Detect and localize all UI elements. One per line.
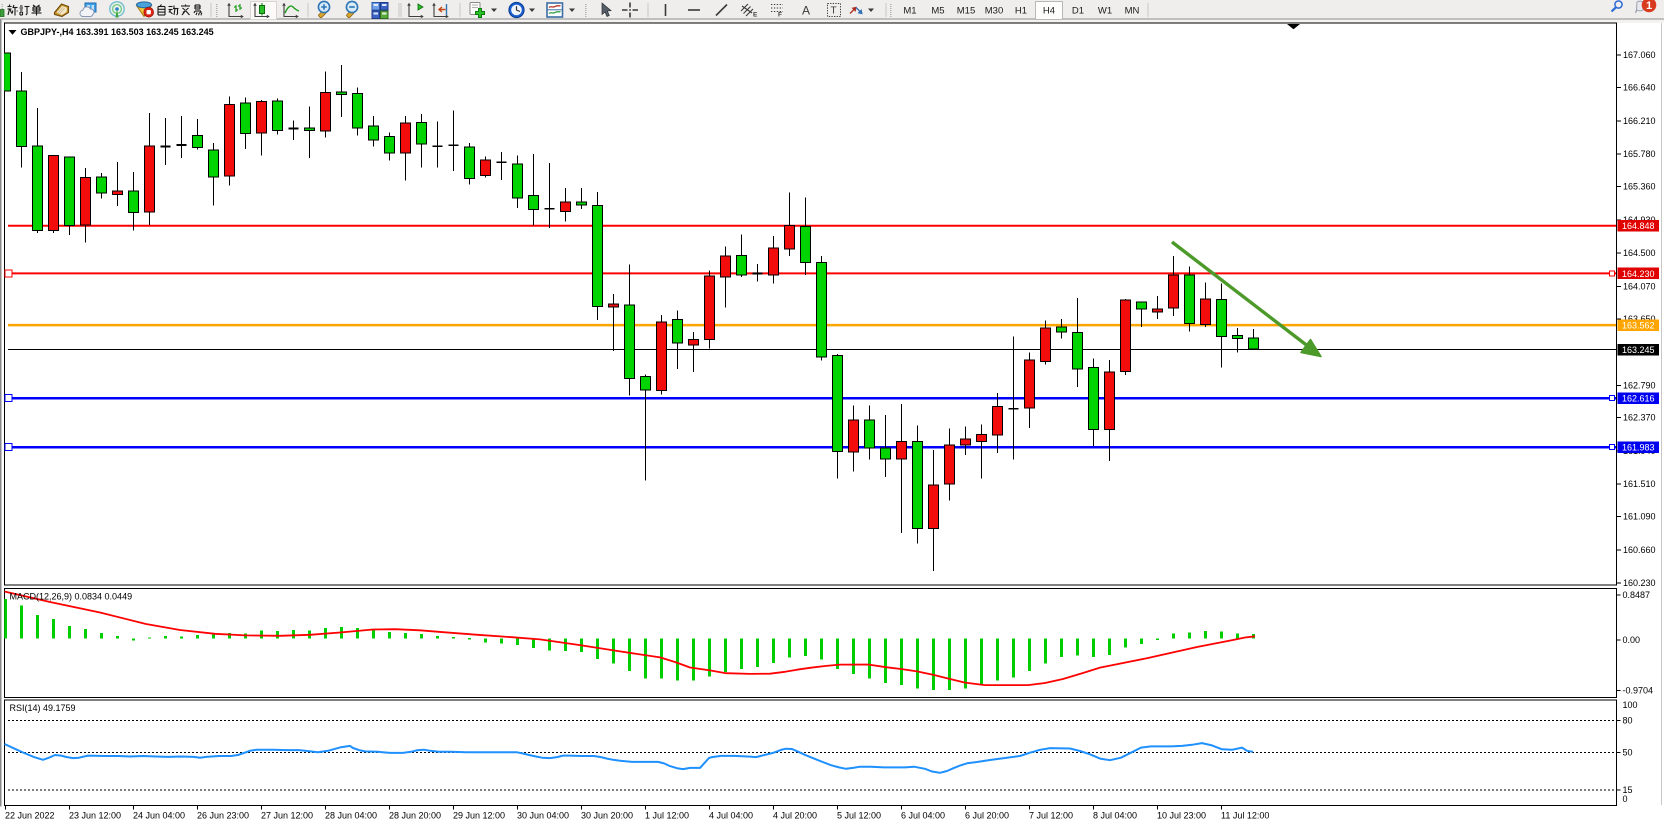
- svg-text:E: E: [753, 12, 758, 19]
- svg-text:6 Jul 04:00: 6 Jul 04:00: [901, 811, 945, 821]
- svg-text:GBPJPY-,H4 163.391 163.503 16: GBPJPY-,H4 163.391 163.503 163.245 163.2…: [21, 27, 214, 37]
- svg-text:163.245: 163.245: [1622, 345, 1655, 355]
- svg-text:11 Jul 12:00: 11 Jul 12:00: [1221, 811, 1269, 821]
- svg-text:1: 1: [1646, 0, 1652, 12]
- svg-text:4 Jul 20:00: 4 Jul 20:00: [773, 811, 817, 821]
- svg-text:30 Jun 20:00: 30 Jun 20:00: [581, 811, 633, 821]
- svg-text:M1: M1: [903, 6, 916, 17]
- svg-text:160.230: 160.230: [1623, 578, 1656, 588]
- svg-text:22 Jun 2022: 22 Jun 2022: [5, 811, 55, 821]
- svg-text:10 Jul 23:00: 10 Jul 23:00: [1157, 811, 1206, 821]
- svg-text:23 Jun 12:00: 23 Jun 12:00: [69, 811, 121, 821]
- svg-text:M30: M30: [985, 6, 1003, 17]
- svg-text:8 Jul 04:00: 8 Jul 04:00: [1093, 811, 1137, 821]
- svg-text:164.070: 164.070: [1623, 281, 1656, 291]
- svg-text:29 Jun 12:00: 29 Jun 12:00: [453, 811, 505, 821]
- svg-text:D1: D1: [1072, 6, 1084, 17]
- svg-text:T: T: [831, 6, 837, 17]
- svg-text:15: 15: [1623, 785, 1633, 795]
- svg-text:28 Jun 04:00: 28 Jun 04:00: [325, 811, 377, 821]
- svg-text:0.00: 0.00: [1623, 635, 1641, 645]
- svg-text:80: 80: [1623, 715, 1633, 725]
- svg-text:100: 100: [1623, 700, 1638, 710]
- svg-text:162.790: 162.790: [1623, 380, 1656, 390]
- svg-text:162.370: 162.370: [1623, 413, 1656, 423]
- svg-text:RSI(14) 49.1759: RSI(14) 49.1759: [10, 703, 76, 713]
- svg-text:166.210: 166.210: [1623, 116, 1656, 126]
- svg-text:F: F: [778, 12, 782, 19]
- svg-text:H4: H4: [1043, 6, 1055, 17]
- svg-text:160.660: 160.660: [1623, 545, 1656, 555]
- svg-text:163.562: 163.562: [1622, 321, 1655, 331]
- svg-text:4 Jul 04:00: 4 Jul 04:00: [709, 811, 753, 821]
- svg-text:6 Jul 20:00: 6 Jul 20:00: [965, 811, 1009, 821]
- svg-text:W1: W1: [1098, 6, 1112, 17]
- svg-text:H1: H1: [1015, 6, 1027, 17]
- svg-text:27 Jun 12:00: 27 Jun 12:00: [261, 811, 313, 821]
- svg-text:166.640: 166.640: [1623, 83, 1656, 93]
- svg-text:7 Jul 12:00: 7 Jul 12:00: [1029, 811, 1073, 821]
- svg-text:30 Jun 04:00: 30 Jun 04:00: [517, 811, 569, 821]
- svg-text:MN: MN: [1125, 6, 1140, 17]
- svg-text:1 Jul 12:00: 1 Jul 12:00: [645, 811, 689, 821]
- svg-text:24 Jun 04:00: 24 Jun 04:00: [133, 811, 185, 821]
- svg-text:162.616: 162.616: [1622, 394, 1655, 404]
- svg-text:163.650: 163.650: [1623, 314, 1656, 324]
- svg-text:161.510: 161.510: [1623, 479, 1656, 489]
- svg-text:5 Jul 12:00: 5 Jul 12:00: [837, 811, 881, 821]
- svg-text:167.060: 167.060: [1623, 50, 1656, 60]
- svg-text:164.930: 164.930: [1623, 215, 1656, 225]
- svg-text:28 Jun 20:00: 28 Jun 20:00: [389, 811, 441, 821]
- svg-text:A: A: [802, 4, 810, 18]
- svg-text:164.848: 164.848: [1622, 221, 1655, 231]
- svg-text:165.780: 165.780: [1623, 149, 1656, 159]
- svg-text:M5: M5: [931, 6, 944, 17]
- svg-text:0: 0: [1623, 794, 1628, 804]
- svg-text:161.090: 161.090: [1623, 512, 1656, 522]
- svg-text:-0.9704: -0.9704: [1623, 686, 1654, 696]
- svg-text:MACD(12,26,9) 0.0834 0.0449: MACD(12,26,9) 0.0834 0.0449: [10, 592, 133, 602]
- svg-text:M15: M15: [957, 6, 975, 17]
- svg-text:26 Jun 23:00: 26 Jun 23:00: [197, 811, 249, 821]
- svg-text:164.500: 164.500: [1623, 248, 1656, 258]
- svg-text:50: 50: [1623, 748, 1633, 758]
- svg-text:164.230: 164.230: [1622, 269, 1655, 279]
- svg-text:0.8487: 0.8487: [1623, 590, 1651, 600]
- svg-text:161.983: 161.983: [1622, 443, 1655, 453]
- svg-text:165.360: 165.360: [1623, 182, 1656, 192]
